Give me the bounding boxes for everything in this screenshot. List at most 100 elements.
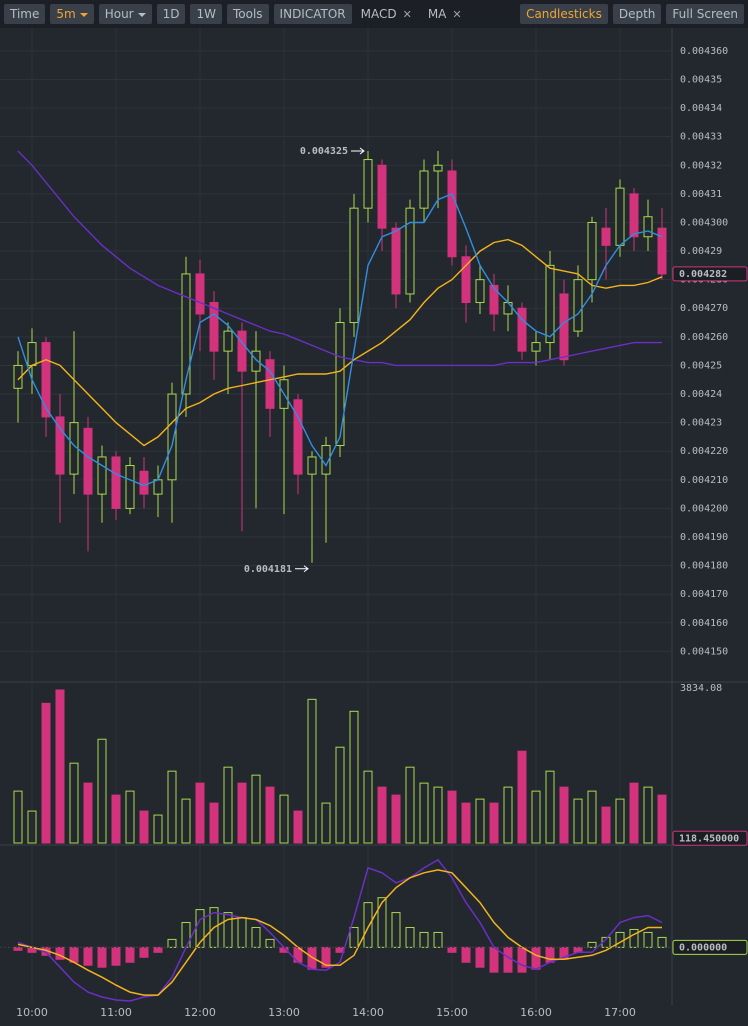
volume-bar xyxy=(349,710,359,844)
candle-body xyxy=(517,307,527,352)
volume-bar xyxy=(69,762,79,844)
chart: 10:00 11:00 12:00 13:00 14:00 15:00 16:00 17:00… xyxy=(0,28,748,1026)
y-tick-label: 3834.08 xyxy=(680,683,722,694)
volume-bar xyxy=(629,782,639,844)
candle-body xyxy=(307,456,317,475)
1d-button[interactable]: 1D xyxy=(156,4,186,24)
candle-body xyxy=(139,470,149,495)
x-tick-label: 12:00 xyxy=(184,1006,216,1019)
candle-body xyxy=(405,207,415,295)
candle-body xyxy=(573,279,583,332)
volume-bar xyxy=(293,810,303,844)
macd-histogram-bar xyxy=(97,946,107,968)
last-price-label-box xyxy=(672,266,748,282)
candle-body xyxy=(27,342,37,366)
y-tick-label: 0.00424 xyxy=(680,389,722,400)
last-volume-label: 118.450000 xyxy=(679,833,739,844)
background xyxy=(0,28,748,1026)
close-icon[interactable]: ✕ xyxy=(402,7,412,21)
macd-line xyxy=(17,858,663,1002)
candle-body xyxy=(559,293,569,361)
y-tick-label: 0.004260 xyxy=(680,332,728,343)
y-tick-label: 0.004210 xyxy=(680,475,728,486)
candle-body xyxy=(209,302,219,352)
time-button[interactable]: Time xyxy=(4,4,46,24)
volume-bar xyxy=(391,794,401,844)
volume-bar xyxy=(307,698,317,844)
y-tick-label: 0.004180 xyxy=(680,561,728,572)
volume-bar xyxy=(559,786,569,844)
candle-body xyxy=(475,279,485,304)
candle-body xyxy=(111,456,121,509)
candlesticks-button[interactable]: Candlesticks xyxy=(520,4,608,24)
x-tick-label: 16:00 xyxy=(520,1006,552,1019)
ma-indicator[interactable]: MA xyxy=(427,7,447,21)
candle-body xyxy=(657,227,667,275)
volume-bar xyxy=(433,786,443,844)
candle-body xyxy=(83,427,93,495)
y-tick-label: 0.004270 xyxy=(680,303,728,314)
last-price-label: 0.004282 xyxy=(679,269,727,280)
candle-body xyxy=(433,164,443,172)
interval-label: 5m xyxy=(56,7,76,21)
macd-histogram-bar xyxy=(503,946,513,973)
candle-body xyxy=(265,359,275,409)
candle-body xyxy=(503,302,513,315)
candle-body xyxy=(13,364,23,389)
macd-histogram-bar xyxy=(111,946,121,966)
y-tick-label: 0.004360 xyxy=(680,46,728,57)
candle-body xyxy=(55,416,65,475)
volume-bar xyxy=(223,766,233,844)
y-tick-label: 0.00423 xyxy=(680,418,722,429)
zero-label-box xyxy=(672,939,748,955)
volume-bar xyxy=(27,810,37,844)
candle-body xyxy=(41,342,51,418)
volume-bar xyxy=(167,770,177,844)
macd-histogram-bar xyxy=(461,946,471,963)
y-tick-label: 0.004200 xyxy=(680,503,728,514)
moving-average-line xyxy=(17,192,663,487)
macd-histogram-bar xyxy=(489,946,499,973)
y-tick-label: 0.004170 xyxy=(680,589,728,600)
volume-bar xyxy=(545,770,555,844)
x-tick-label: 17:00 xyxy=(604,1006,636,1019)
candle-body xyxy=(251,350,261,372)
interval-dropdown[interactable]: 5m xyxy=(50,4,94,24)
macd-line xyxy=(17,869,662,996)
y-tick-label: 0.004220 xyxy=(680,446,728,457)
candle-body xyxy=(97,456,107,495)
volume-bar xyxy=(475,798,485,844)
volume-bar xyxy=(125,790,135,844)
candle-body xyxy=(419,170,429,209)
volume-bar xyxy=(279,794,289,844)
volume-bar xyxy=(615,798,625,844)
candle-body xyxy=(531,342,541,352)
y-tick-label: 0.00425 xyxy=(680,360,722,371)
volume-bar xyxy=(181,798,191,844)
volume-bar xyxy=(209,802,219,844)
tools-button[interactable]: Tools xyxy=(226,4,269,24)
x-tick-label: 10:00 xyxy=(16,1006,48,1019)
candle-body xyxy=(335,322,345,447)
moving-average-line xyxy=(17,238,663,447)
candle-body xyxy=(601,227,611,246)
hour-dropdown[interactable]: Hour xyxy=(98,4,152,24)
annotation-arrow xyxy=(295,565,309,573)
macd-histogram-bar xyxy=(83,946,93,966)
toolbar: Time 5m Hour 1D 1W Tools INDICATOR MACD … xyxy=(0,0,748,28)
fullscreen-button[interactable]: Full Screen xyxy=(666,4,744,24)
1w-button[interactable]: 1W xyxy=(190,4,222,24)
volume-bar xyxy=(643,786,653,844)
candle-body xyxy=(181,273,191,395)
macd-indicator[interactable]: MACD xyxy=(360,7,397,21)
indicator-button[interactable]: INDICATOR xyxy=(273,4,352,24)
y-tick-label: 0.00435 xyxy=(680,74,722,85)
volume-bar xyxy=(601,806,611,844)
volume-bar xyxy=(489,802,499,844)
depth-button[interactable]: Depth xyxy=(612,4,662,24)
low-annotation: 0.004181 xyxy=(244,564,292,575)
close-icon[interactable]: ✕ xyxy=(452,7,462,21)
last-volume-label-box xyxy=(672,830,748,846)
macd-histogram-bar xyxy=(69,946,79,963)
